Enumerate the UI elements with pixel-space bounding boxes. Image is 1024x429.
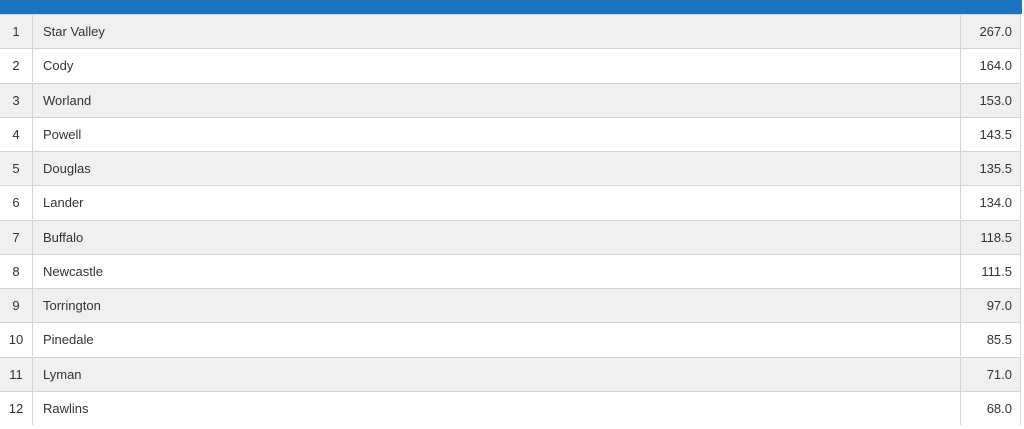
table-row: 12 Rawlins 68.0	[0, 390, 1021, 425]
table-row: 10 Pinedale 85.5	[0, 322, 1021, 357]
rank-cell: 9	[0, 289, 33, 322]
rank-cell: 1	[0, 15, 33, 48]
score-cell: 153.0	[979, 92, 1012, 108]
team-name-cell: Pinedale	[33, 323, 961, 357]
rank-cell: 5	[0, 152, 33, 185]
table-row: 6 Lander 134.0	[0, 185, 1021, 220]
rank-cell: 4	[0, 117, 33, 151]
header-bar	[0, 0, 1022, 14]
table-row: 7 Buffalo 118.5	[0, 219, 1021, 254]
score-cell: 111.5	[981, 263, 1012, 279]
team-name-cell: Newcastle	[33, 254, 961, 288]
rank-cell: 11	[0, 357, 33, 391]
team-name-cell: Lander	[33, 186, 961, 220]
team-name-cell: Lyman	[33, 357, 961, 391]
score-cell: 134.0	[979, 195, 1012, 211]
score-cell: 68.0	[986, 400, 1012, 416]
table-row: 5 Douglas 135.5	[0, 151, 1021, 185]
score-cell: 85.5	[986, 332, 1012, 348]
team-name-cell: Star Valley	[33, 15, 961, 48]
table-row: 8 Newcastle 111.5	[0, 253, 1021, 288]
table-row: 2 Cody 164.0	[0, 48, 1021, 83]
score-cell: 118.5	[980, 229, 1012, 245]
score-cell: 143.5	[979, 126, 1012, 142]
score-cell: 97.0	[986, 298, 1012, 313]
rank-cell: 10	[0, 323, 33, 357]
team-name-cell: Buffalo	[33, 220, 961, 254]
team-name-cell: Cody	[33, 49, 961, 83]
score-cell: 164.0	[979, 58, 1012, 74]
team-name-cell: Douglas	[33, 152, 961, 185]
table-row: 1 Star Valley 267.0	[0, 14, 1021, 48]
team-name-cell: Worland	[33, 83, 961, 117]
team-name-cell: Powell	[33, 117, 961, 151]
score-cell: 135.5	[979, 161, 1012, 176]
rank-cell: 2	[0, 49, 33, 83]
team-name-cell: Rawlins	[33, 391, 961, 425]
table-row: 4 Powell 143.5	[0, 116, 1021, 151]
table-row: 9 Torrington 97.0	[0, 288, 1021, 322]
table-row: 11 Lyman 71.0	[0, 356, 1021, 391]
rank-cell: 3	[0, 83, 33, 117]
team-name-cell: Torrington	[33, 289, 961, 322]
table-row: 3 Worland 153.0	[0, 82, 1021, 117]
rank-cell: 6	[0, 186, 33, 220]
rank-cell: 8	[0, 254, 33, 288]
rank-cell: 12	[0, 391, 33, 425]
rank-cell: 7	[0, 220, 33, 254]
score-cell: 71.0	[986, 366, 1012, 382]
score-cell: 267.0	[979, 24, 1012, 39]
